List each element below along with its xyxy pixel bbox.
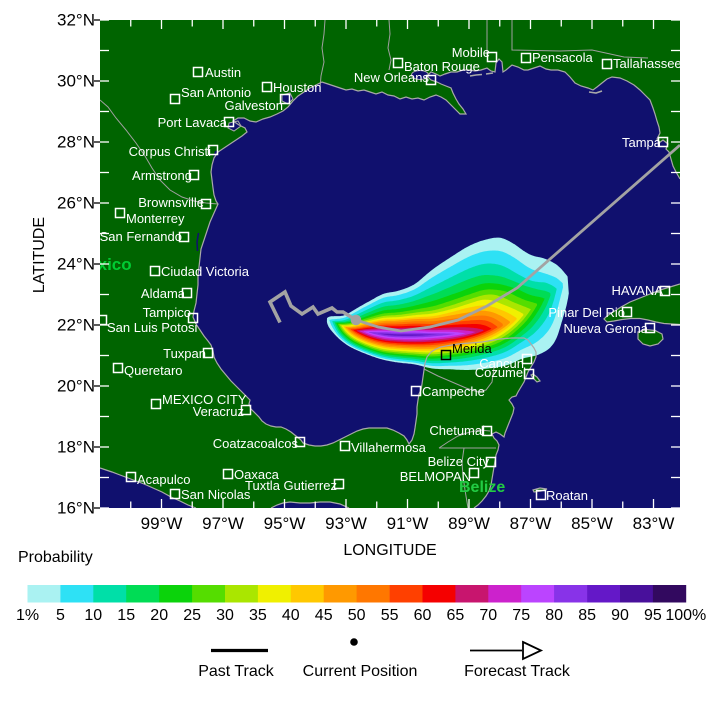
svg-text:30: 30: [216, 607, 234, 624]
svg-text:70: 70: [479, 607, 497, 624]
svg-text:55: 55: [381, 607, 399, 624]
svg-text:Chetumal: Chetumal: [429, 423, 485, 438]
svg-text:85: 85: [578, 607, 596, 624]
svg-text:Past Track: Past Track: [198, 663, 275, 680]
svg-text:45: 45: [315, 607, 333, 624]
svg-text:Acapulco: Acapulco: [137, 472, 190, 487]
svg-text:Port Lavaca: Port Lavaca: [158, 115, 228, 130]
svg-text:Veracruz: Veracruz: [193, 404, 244, 419]
svg-text:18°N: 18°N: [57, 438, 95, 457]
svg-text:Ciudad Victoria: Ciudad Victoria: [161, 264, 250, 279]
svg-text:35: 35: [249, 607, 267, 624]
svg-text:99°W: 99°W: [141, 514, 183, 533]
svg-text:Austin: Austin: [205, 65, 241, 80]
svg-text:30°N: 30°N: [57, 72, 95, 91]
svg-text:50: 50: [348, 607, 366, 624]
svg-text:Villahermosa: Villahermosa: [351, 440, 427, 455]
svg-text:85°W: 85°W: [571, 514, 613, 533]
svg-text:97°W: 97°W: [202, 514, 244, 533]
svg-text:Pinar Del Rio: Pinar Del Rio: [548, 305, 625, 320]
svg-text:Galveston: Galveston: [224, 98, 283, 113]
svg-text:25: 25: [183, 607, 201, 624]
svg-text:Tuxtla Gutierrez: Tuxtla Gutierrez: [245, 478, 337, 493]
svg-text:Tampa: Tampa: [622, 135, 662, 150]
svg-text:87°W: 87°W: [510, 514, 552, 533]
svg-text:Houston: Houston: [273, 80, 321, 95]
svg-text:LONGITUDE: LONGITUDE: [343, 542, 436, 559]
svg-text:San Fernando: San Fernando: [100, 229, 182, 244]
svg-text:Mexico: Mexico: [74, 255, 132, 274]
svg-text:16°N: 16°N: [57, 499, 95, 518]
svg-text:15: 15: [117, 607, 135, 624]
svg-text:Oaxaca: Oaxaca: [234, 467, 280, 482]
svg-text:90: 90: [611, 607, 629, 624]
svg-text:Current Position: Current Position: [303, 663, 418, 680]
svg-text:Pensacola: Pensacola: [532, 50, 593, 65]
svg-text:Mobile: Mobile: [452, 45, 490, 60]
svg-text:Cancun: Cancun: [479, 356, 524, 371]
svg-text:Nueva Gerona: Nueva Gerona: [563, 321, 648, 336]
svg-text:Baton Rouge: Baton Rouge: [404, 59, 480, 74]
svg-text:75: 75: [512, 607, 530, 624]
svg-text:Aldama: Aldama: [141, 286, 186, 301]
svg-text:95: 95: [644, 607, 662, 624]
svg-text:Merida: Merida: [452, 341, 493, 356]
svg-text:Belize City: Belize City: [428, 454, 490, 469]
svg-text:5: 5: [56, 607, 65, 624]
svg-text:HAVANA: HAVANA: [611, 283, 663, 298]
svg-text:20°N: 20°N: [57, 377, 95, 396]
svg-text:24°N: 24°N: [57, 255, 95, 274]
svg-text:Queretaro: Queretaro: [124, 363, 183, 378]
svg-text:40: 40: [282, 607, 300, 624]
svg-text:1%: 1%: [16, 607, 39, 624]
svg-text:32°N: 32°N: [57, 11, 95, 30]
svg-text:Coatzacoalcos: Coatzacoalcos: [213, 436, 299, 451]
svg-text:Tampico: Tampico: [143, 305, 191, 320]
svg-text:89°W: 89°W: [448, 514, 490, 533]
svg-text:San Nicolas: San Nicolas: [181, 487, 251, 502]
svg-text:65: 65: [447, 607, 465, 624]
svg-text:San Luis Potosi: San Luis Potosi: [107, 320, 197, 335]
svg-text:10: 10: [84, 607, 102, 624]
svg-text:80: 80: [545, 607, 563, 624]
svg-text:Campeche: Campeche: [422, 384, 485, 399]
svg-text:Monterrey: Monterrey: [126, 211, 185, 226]
svg-text:Probability: Probability: [18, 549, 93, 566]
svg-text:BELMOPAN: BELMOPAN: [400, 469, 471, 484]
svg-text:26°N: 26°N: [57, 194, 95, 213]
svg-text:Brownsville: Brownsville: [138, 195, 204, 210]
svg-text:91°W: 91°W: [387, 514, 429, 533]
svg-text:60: 60: [414, 607, 432, 624]
svg-text:Forecast Track: Forecast Track: [464, 663, 571, 680]
svg-text:Armstrong: Armstrong: [132, 168, 192, 183]
svg-text:Tuxpan: Tuxpan: [163, 346, 206, 361]
svg-text:22°N: 22°N: [57, 316, 95, 335]
svg-text:Belize: Belize: [459, 479, 505, 496]
svg-text:83°W: 83°W: [633, 514, 675, 533]
svg-text:LATITUDE: LATITUDE: [31, 217, 48, 293]
svg-text:Tallahassee: Tallahassee: [613, 56, 682, 71]
svg-text:93°W: 93°W: [325, 514, 367, 533]
svg-text:Roatan: Roatan: [546, 488, 588, 503]
svg-text:MEXICO CITY: MEXICO CITY: [162, 392, 247, 407]
svg-text:Cozumel: Cozumel: [475, 365, 526, 380]
svg-text:95°W: 95°W: [264, 514, 306, 533]
svg-text:20: 20: [150, 607, 168, 624]
svg-text:28°N: 28°N: [57, 133, 95, 152]
svg-text:New Orleans: New Orleans: [354, 70, 430, 85]
svg-text:San Antonio: San Antonio: [181, 85, 251, 100]
svg-text:100%: 100%: [665, 607, 706, 624]
svg-text:Corpus Christi: Corpus Christi: [129, 144, 211, 159]
